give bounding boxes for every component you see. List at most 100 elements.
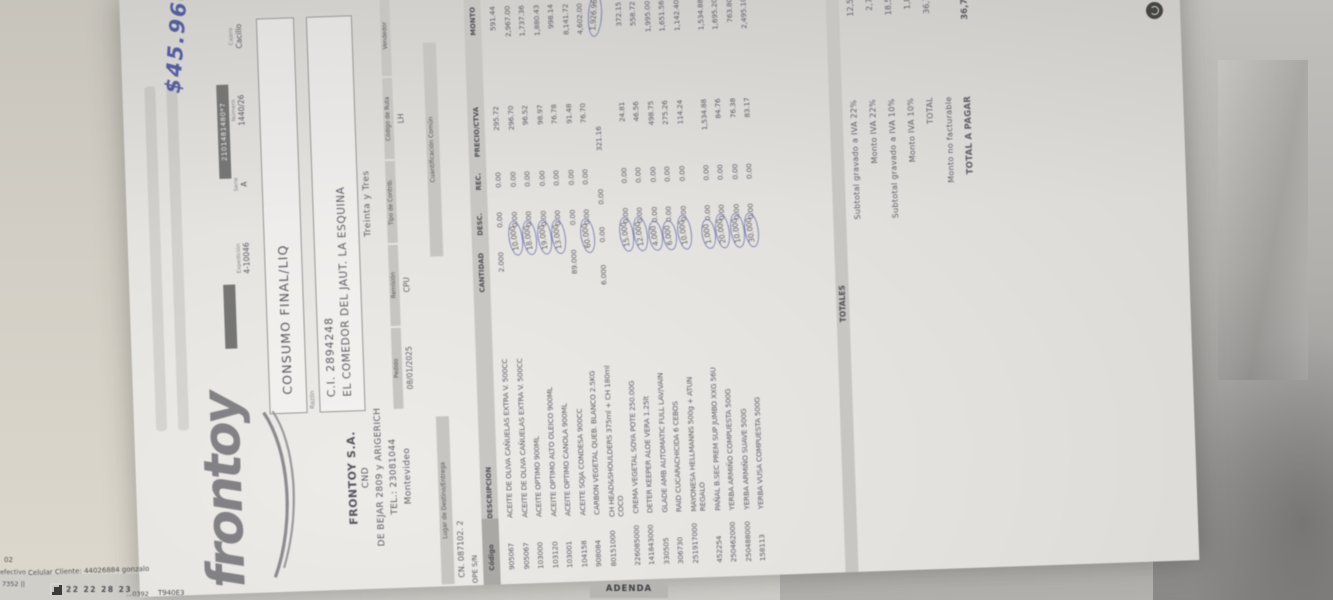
item-code: 103000 — [535, 541, 546, 570]
customer-box: C.I. 2894248 EL COMEDOR DEL JAUT. LA ESQ… — [305, 15, 366, 413]
item-discount: 0.00 — [581, 209, 592, 225]
header-field: Número 1440/26 — [230, 73, 259, 148]
field-value: A — [239, 181, 249, 187]
item-discount: 0.00 — [596, 226, 607, 243]
item-quantity: 15.000 — [616, 216, 636, 302]
invoice-paper: $45.960 2101481480*7 Expedición 4-10046 Se… — [119, 0, 1200, 598]
footer-ref-b: T940E3 — [158, 589, 185, 597]
item-quantity: 6.000 — [660, 219, 679, 300]
item-quantity: 4.000 — [645, 219, 664, 301]
item-code: 330505 — [660, 537, 671, 565]
col-amount: MONTO — [468, 6, 478, 36]
item-price: 96.52 — [520, 105, 530, 126]
footer-stack-1: 02 — [4, 556, 13, 564]
totals-rows: Subtotal gravado a IVA 22%12,503.97Monto… — [845, 0, 999, 572]
item-rec: 0.00 — [676, 165, 687, 182]
item-rec: 0.00 — [493, 172, 503, 189]
header-field: Serie A — [232, 147, 261, 222]
dark-mark — [1146, 2, 1163, 19]
item-quantity: 19.000 — [534, 219, 554, 305]
qr-code-icon — [50, 583, 62, 595]
item-quantity: 13.000 — [549, 218, 568, 304]
item-quantity: 60.000 — [578, 217, 597, 303]
footer-stack-3: 7352 || — [2, 580, 25, 588]
item-discount: 0.00 — [494, 212, 505, 229]
item-code: 104158 — [578, 540, 589, 568]
paper-crease — [144, 86, 168, 432]
item-price: 24.81 — [616, 101, 627, 123]
item-price: 84.76 — [712, 98, 723, 119]
item-discount: 0.00 — [567, 209, 577, 226]
item-rec: 0.00 — [729, 163, 740, 180]
frontoy-logo: frontoy — [190, 392, 258, 589]
item-amount: 2,967.00 — [502, 5, 513, 38]
item-price: 98.97 — [534, 104, 545, 126]
item-price: 76.70 — [578, 103, 588, 124]
fabric-fold — [1218, 60, 1308, 380]
item-price: 114.24 — [674, 99, 685, 125]
adenda-band: ADENDA — [590, 584, 668, 598]
item-rec: 0.00 — [595, 188, 606, 205]
item-quantity: 1.000 — [698, 217, 717, 299]
item-amount: 372.15 — [613, 1, 623, 27]
item-price: 296.70 — [505, 105, 516, 131]
footer-digits: 22 22 28 23 — [66, 585, 133, 594]
col-qty: CANTIDAD — [476, 252, 487, 293]
item-rec: 0.00 — [715, 164, 725, 181]
customer-type-box: CONSUMO FINAL/LIQ — [255, 17, 308, 415]
header-field: Código de Ruta LH — [382, 77, 419, 160]
item-code: 226085000 — [631, 524, 642, 566]
item-code: 908084 — [593, 539, 604, 568]
header-field: Expedición 4-10046 — [235, 221, 264, 296]
item-price: 321.16 — [593, 126, 604, 152]
item-amount: 2,495.10 — [738, 0, 749, 30]
item-discount: 0.00 — [702, 204, 712, 221]
item-rec: 0.00 — [633, 167, 643, 184]
item-price: 91.48 — [563, 103, 574, 125]
item-price: 498.75 — [645, 100, 656, 126]
item-code: 158113 — [757, 534, 768, 562]
item-price: 1,534.88 — [698, 98, 709, 131]
item-discount: 0.00 — [745, 203, 756, 220]
item-code: 250462000 — [727, 521, 739, 563]
item-amount: 1,142.40 — [670, 0, 682, 32]
item-code: 80151000 — [607, 530, 618, 567]
item-price: 275.26 — [659, 100, 670, 126]
header-field: Tipo de Contrib. — [384, 160, 422, 243]
field-value: CPU — [402, 276, 412, 293]
item-rec: 0.00 — [618, 167, 629, 184]
handwritten-total: $45.960 — [160, 0, 193, 95]
item-amount: 1,534.88 — [694, 0, 706, 31]
item-amount: 558.72 — [627, 1, 638, 27]
item-price: 76.38 — [727, 97, 738, 119]
item-amount: 1,737.36 — [516, 5, 527, 37]
destination-value: CN. 087102. 2 — [455, 520, 467, 578]
item-amount: 1,880.43 — [531, 4, 542, 37]
field-value: Cacillo — [234, 23, 244, 49]
item-quantity: 30.000 — [741, 211, 761, 298]
fabric-fold — [1183, 330, 1333, 600]
col-rec: REC. — [473, 172, 483, 191]
totals-band-label: TOTALES — [837, 285, 848, 323]
col-price: PRECIO/CTVA — [471, 106, 482, 158]
item-code: 103001 — [564, 540, 575, 569]
item-discount: 0.00 — [716, 204, 727, 221]
item-quantity: 10.000 — [674, 214, 694, 300]
item-discount: 0.00 — [678, 205, 688, 222]
destination-label: Lugar de Destino/Entrega — [435, 416, 455, 585]
doc-number: 2101481480*7 — [216, 84, 232, 179]
item-amount: 1,926.96 — [586, 0, 603, 127]
item-quantity: 89.000 — [568, 249, 579, 275]
item-rec: 0.00 — [565, 169, 576, 186]
customer-ci: C.I. 2894248 — [322, 316, 339, 398]
item-amount: 763.80 — [723, 0, 734, 23]
item-rec: 0.00 — [507, 171, 518, 188]
item-discount: 0.00 — [509, 211, 519, 228]
item-rec: 0.00 — [536, 170, 547, 187]
item-rec: 0.00 — [580, 169, 590, 186]
item-discount: 0.00 — [523, 211, 534, 228]
item-rec: 0.00 — [551, 170, 561, 187]
customer-type: CONSUMO FINAL/LIQ — [274, 244, 296, 395]
item-code: 905067 — [520, 542, 531, 570]
